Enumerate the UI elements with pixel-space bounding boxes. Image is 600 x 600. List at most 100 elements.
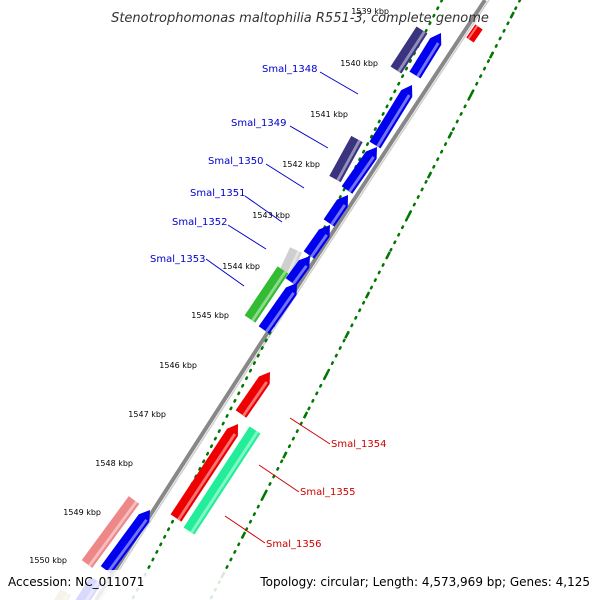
feature-blue-7 — [258, 283, 297, 334]
feature-smal-1348-shine — [397, 30, 426, 73]
gene-label-smal-1349[interactable]: Smal_1349 — [231, 118, 286, 129]
feature-blue-7-shine — [265, 292, 295, 333]
feature-smal-1349-shine — [376, 94, 411, 148]
feature-top-reverse-body — [466, 24, 483, 43]
gene-label-smal-1351[interactable]: Smal_1351 — [190, 188, 245, 199]
gene-label-lines — [205, 71, 359, 544]
footer-backdrop — [0, 570, 600, 600]
tick-label: 1545 kbp — [191, 311, 229, 320]
tick-label: 1539 kbp — [351, 7, 389, 16]
tick-label: 1548 kbp — [95, 459, 133, 468]
feature-blue-5-body — [303, 225, 330, 259]
feature-smal-1351 — [323, 195, 348, 227]
feature-smal-1355 — [170, 424, 238, 522]
label-line — [227, 224, 267, 250]
feature-smal-1355-body — [170, 424, 238, 522]
gene-label-smal-1352[interactable]: Smal_1352 — [172, 217, 227, 228]
outer-tick-mark — [261, 491, 267, 499]
feature-smal-1353-shine — [251, 270, 287, 322]
feature-smal-1351-shine — [330, 204, 346, 226]
feature-pink-bottom-shine — [88, 500, 138, 567]
tick-label: 1544 kbp — [222, 262, 260, 271]
feature-smal-1353 — [244, 266, 289, 323]
tick-label: 1541 kbp — [310, 110, 348, 119]
feature-smal-1354 — [235, 372, 270, 418]
gene-labels: Smal_1348 Smal_1349 Smal_1350 Smal_1351 … — [150, 64, 386, 550]
feature-blue-6 — [285, 256, 310, 286]
feature-blue-1 — [409, 33, 442, 79]
feature-blue-1-shine — [416, 42, 440, 78]
outer-tick-mark — [364, 291, 371, 299]
tick-label: 1543 kbp — [252, 211, 290, 220]
feature-blue-1-body — [409, 33, 442, 79]
label-line — [258, 464, 300, 493]
feature-blue-3-body — [341, 147, 377, 194]
feature-smal-1349 — [369, 85, 413, 149]
feature-pink-bottom — [81, 496, 140, 568]
gene-label-smal-1354[interactable]: Smal_1354 — [331, 439, 386, 450]
feature-smal-1348 — [390, 26, 428, 74]
outer-tick-mark — [282, 451, 288, 459]
tick-label: 1549 kbp — [63, 508, 101, 517]
feature-smal-1354-body — [235, 372, 270, 418]
feature-top-reverse-shine — [467, 25, 479, 40]
gene-label-smal-1348[interactable]: Smal_1348 — [262, 64, 317, 75]
feature-blue-3 — [341, 147, 377, 194]
gene-label-smal-1356[interactable]: Smal_1356 — [266, 539, 321, 550]
tick-label: 1542 kbp — [282, 160, 320, 169]
outer-tick-mark — [344, 331, 350, 339]
outer-tick-mark — [488, 51, 495, 59]
label-line — [224, 515, 266, 544]
outer-tick-mark — [302, 411, 309, 419]
gene-label-smal-1355[interactable]: Smal_1355 — [300, 487, 355, 498]
feature-smal-1356-shine — [190, 430, 259, 534]
feature-blue-5-shine — [310, 234, 328, 258]
feature-pink-bottom-body — [81, 496, 140, 568]
feature-blue-3-shine — [348, 156, 375, 193]
label-line — [319, 71, 359, 95]
feature-smal-1351-body — [323, 195, 348, 227]
feature-smal-1356 — [183, 426, 261, 535]
feature-blue-6-body — [285, 256, 310, 286]
genome-title: Stenotrophomonas maltophilia R551-3, com… — [111, 11, 489, 26]
feature-smal-1349-body — [369, 85, 413, 149]
feature-blue-bottom-body — [100, 510, 150, 574]
feature-smal-1350 — [329, 135, 363, 183]
accession-label: Accession: NC_011071 — [8, 575, 144, 589]
label-line — [289, 417, 331, 445]
feature-smal-1355-shine — [177, 433, 237, 521]
label-line — [205, 258, 245, 287]
label-line — [265, 163, 305, 189]
label-line — [244, 195, 283, 223]
outer-tick-mark — [406, 211, 412, 219]
tick-label: 1546 kbp — [159, 361, 197, 370]
feature-smal-1352-shine — [284, 250, 300, 280]
tick-labels: 1539 kbp 1540 kbp 1541 kbp 1542 kbp 1543… — [29, 7, 389, 565]
feature-smal-1350-shine — [336, 139, 361, 182]
feature-blue-bottom — [100, 510, 150, 574]
outer-tick-mark — [468, 91, 474, 99]
outer-tick-mark — [323, 371, 329, 379]
outer-tick-mark — [240, 531, 247, 539]
feature-smal-1356-body — [183, 426, 261, 535]
feature-smal-1353-body — [244, 266, 289, 323]
gene-label-smal-1353[interactable]: Smal_1353 — [150, 254, 205, 265]
outer-tick-mark — [426, 171, 433, 179]
outer-tick-mark — [509, 11, 515, 19]
tick-label: 1540 kbp — [340, 59, 378, 68]
outer-tick-ring — [208, 0, 522, 600]
feature-smal-1354-shine — [242, 381, 268, 417]
outer-tick-mark — [447, 131, 453, 139]
feature-top-reverse — [466, 24, 483, 43]
gene-label-smal-1350[interactable]: Smal_1350 — [208, 156, 263, 167]
feature-smal-1348-body — [390, 26, 428, 74]
feature-blue-5 — [303, 225, 330, 259]
tick-label: 1550 kbp — [29, 556, 67, 565]
feature-blue-bottom-shine — [107, 518, 148, 573]
genome-summary: Topology: circular; Length: 4,573,969 bp… — [259, 575, 590, 589]
genome-backbone-highlight — [99, 0, 490, 600]
feature-blue-7-body — [258, 283, 297, 334]
feature-blue-6-shine — [292, 264, 308, 285]
outer-tick-mark — [385, 251, 391, 259]
